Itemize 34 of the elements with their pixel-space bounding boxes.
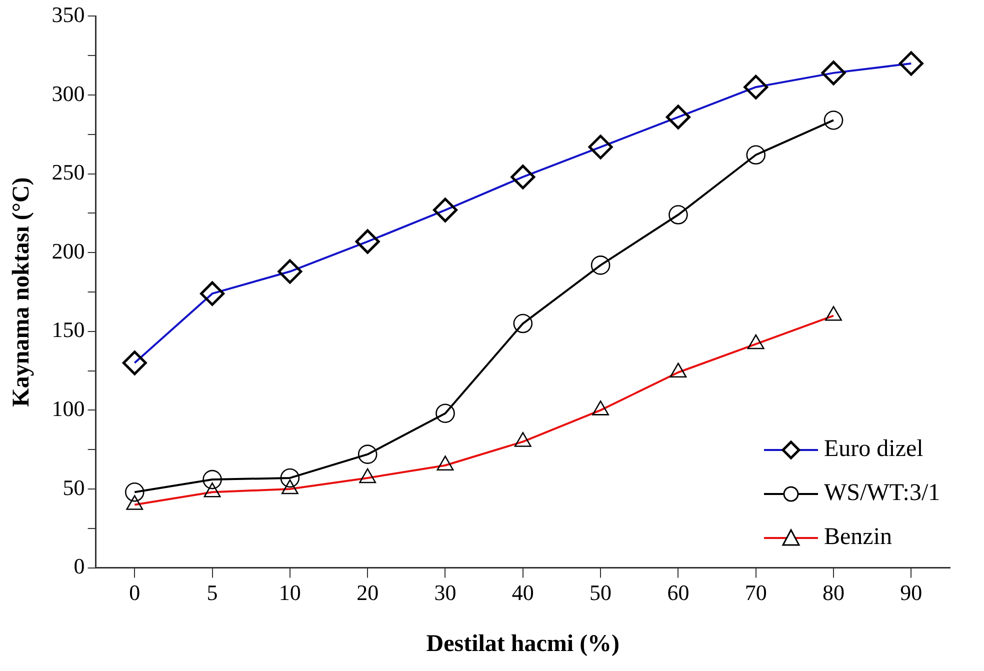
point — [358, 444, 378, 464]
y-tick-label: 50 — [62, 474, 85, 500]
x-tick-label: 70 — [744, 580, 767, 605]
x-tick-label: 80 — [822, 580, 845, 605]
x-tick-label: 60 — [667, 580, 690, 605]
point — [668, 205, 688, 224]
x-tick-label: 30 — [434, 580, 456, 605]
point — [280, 468, 300, 488]
x-tick-label: 50 — [590, 580, 612, 605]
y-tick-label: 100 — [52, 396, 85, 421]
point — [824, 110, 844, 130]
point — [590, 256, 610, 275]
x-tick-label: 20 — [356, 580, 379, 605]
point — [202, 470, 222, 490]
y-axis-title: Kaynama noktası (°C) — [8, 177, 35, 407]
x-tick-label: 90 — [900, 580, 922, 605]
x-tick-label: 5 — [206, 580, 218, 605]
point — [124, 482, 144, 502]
y-tick-label: 250 — [52, 160, 85, 185]
legend-label: Benzin — [824, 524, 892, 552]
y-tick-label: 0 — [74, 554, 85, 579]
x-tick-label: 10 — [278, 580, 301, 605]
x-axis-title: Destilat hacmi (%) — [426, 630, 620, 657]
point — [746, 145, 766, 165]
point — [436, 404, 455, 423]
point — [513, 314, 533, 334]
legend-label: WS/WT:3/1 — [824, 480, 940, 508]
y-tick-label: 200 — [52, 238, 85, 264]
x-tick-label: 40 — [512, 580, 534, 605]
x-tick-label: 0 — [129, 580, 140, 605]
y-tick-label: 150 — [52, 317, 85, 342]
y-tick-label: 300 — [52, 80, 85, 106]
y-tick-label: 350 — [52, 2, 85, 27]
legend-label: Euro dizel — [824, 436, 924, 464]
